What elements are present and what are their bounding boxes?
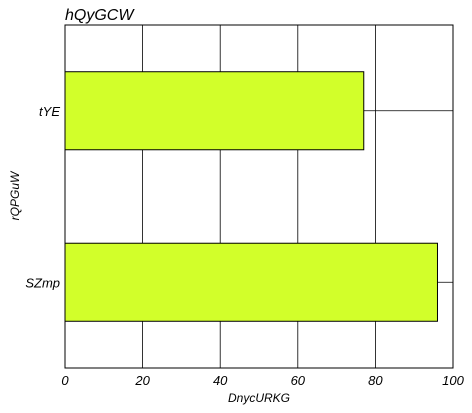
x-tick-label: 80 (368, 373, 383, 388)
chart-title: hQyGCW (65, 7, 135, 24)
bar-tYE (64, 71, 365, 151)
bars (64, 71, 438, 322)
x-axis-ticks: 0 20 40 60 80 100 (61, 373, 464, 388)
x-tick-label: 0 (61, 373, 69, 388)
y-axis-categories: tYE SZmp (25, 104, 60, 291)
x-tick-label: 60 (291, 373, 306, 388)
x-tick-label: 40 (213, 373, 228, 388)
bar-SZmp (64, 242, 438, 322)
x-tick-label: 100 (442, 373, 464, 388)
plot-frame (64, 24, 454, 369)
y-axis-title: rQPGuW (8, 170, 22, 220)
x-tick-label: 20 (134, 373, 150, 388)
y-category-label: tYE (39, 104, 60, 119)
y-category-label: SZmp (25, 275, 60, 290)
x-axis-title: DnycURKG (228, 391, 290, 405)
